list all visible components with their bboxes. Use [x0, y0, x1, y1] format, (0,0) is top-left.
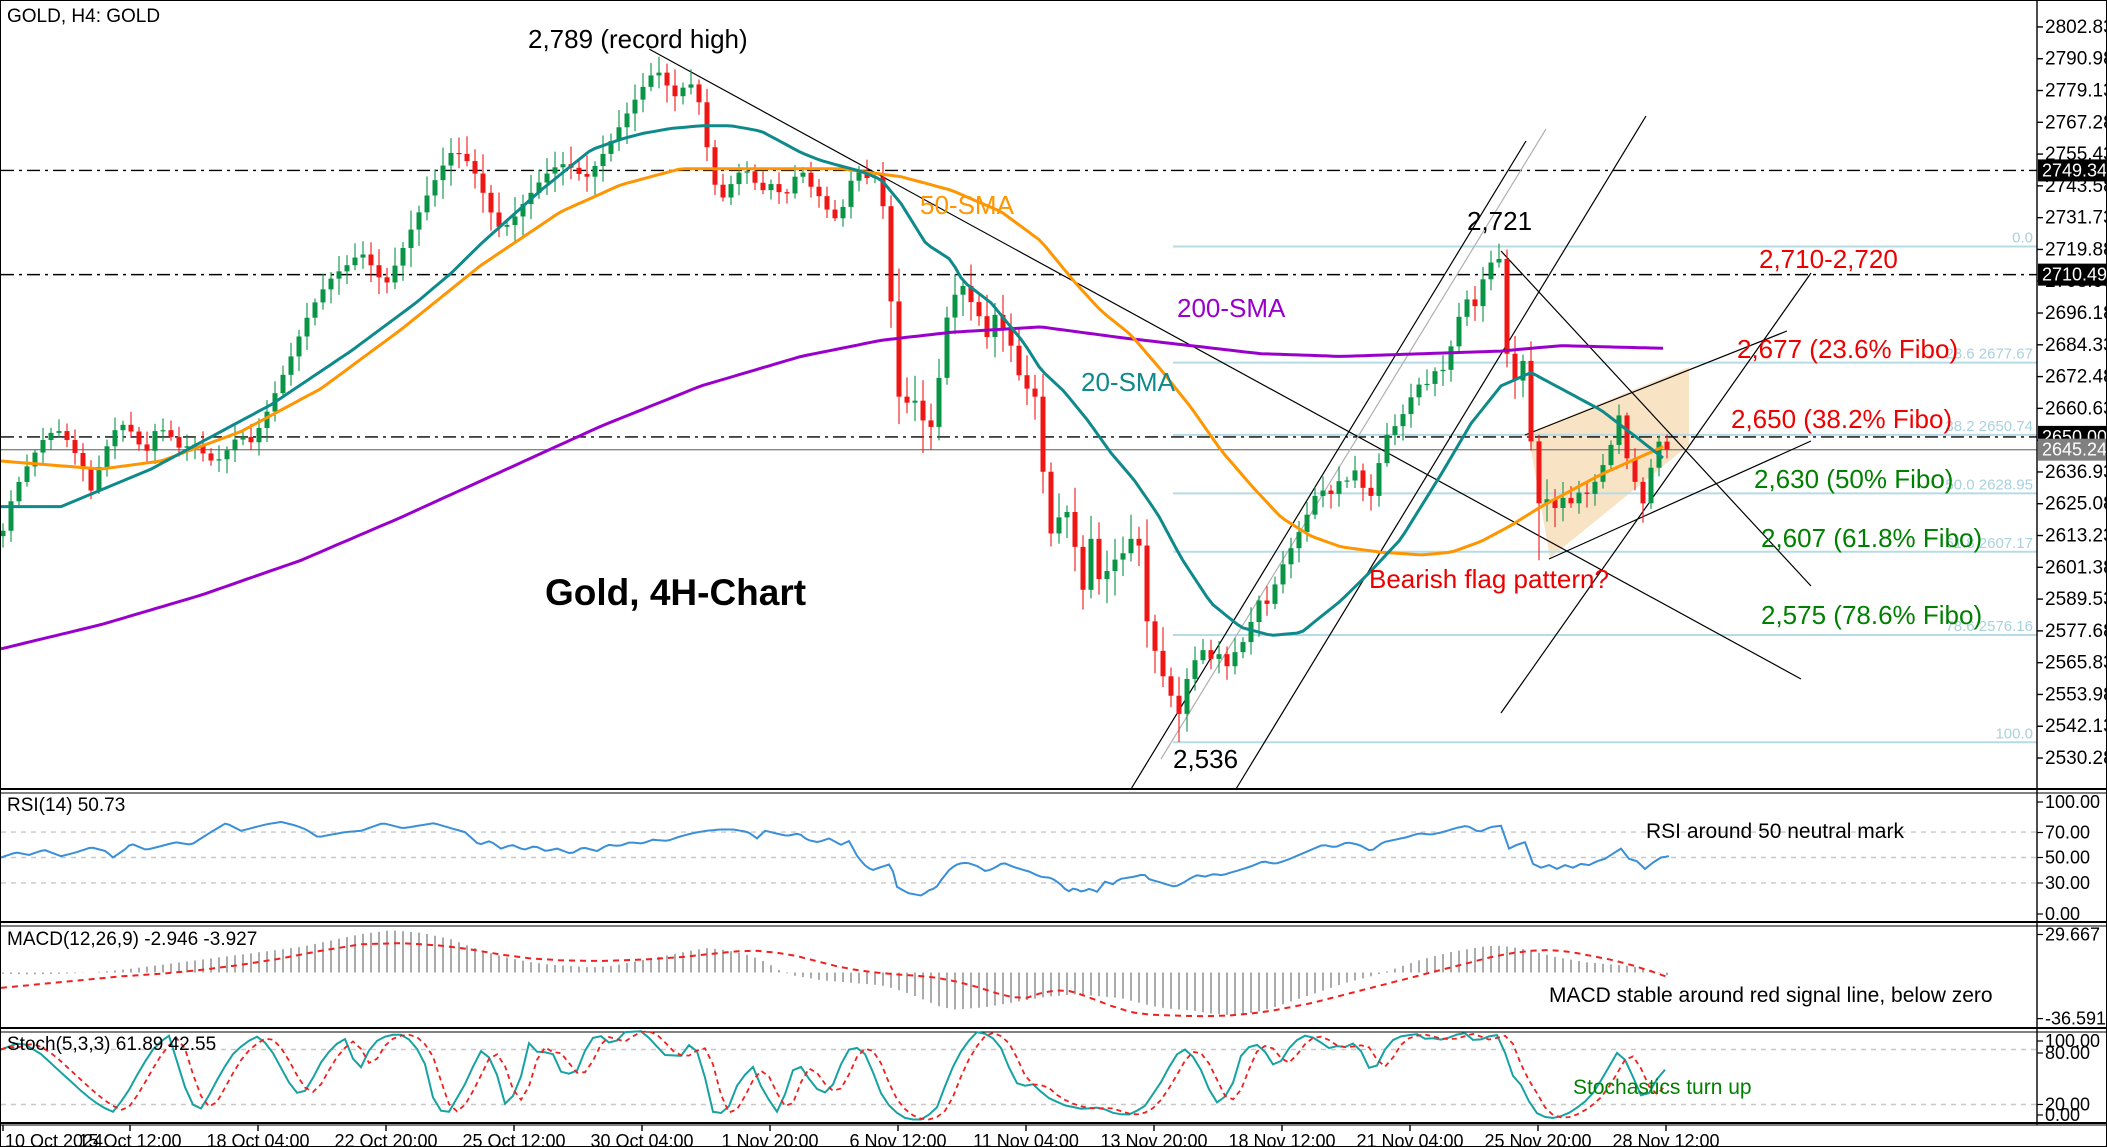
svg-text:2696.18: 2696.18	[2045, 303, 2107, 324]
svg-text:2710.49: 2710.49	[2042, 265, 2107, 285]
svg-text:100.0: 100.0	[1995, 725, 2033, 742]
svg-text:10 Oct 2024: 10 Oct 2024	[5, 1131, 103, 1147]
chart-title: GOLD, H4: GOLD	[7, 6, 161, 27]
sma-20-line	[1, 124, 1664, 637]
svg-text:-36.591: -36.591	[2045, 1009, 2106, 1029]
pane-separators	[1, 1, 2106, 1126]
annotation-zone-2710-2720: 2,710-2,720	[1759, 244, 1898, 274]
svg-text:28 Nov 12:00: 28 Nov 12:00	[1612, 1131, 1719, 1147]
fibonacci-retracement: 0.0 23.6 2677.67 38.2 2650.74 50.0 2628.95 6…	[1173, 229, 2037, 744]
svg-text:2802.83: 2802.83	[2045, 17, 2107, 38]
annotation-sma20-label: 20-SMA	[1081, 367, 1176, 397]
rsi-annotation: RSI around 50 neutral mark	[1646, 820, 1904, 843]
svg-text:61.8 2607.17: 61.8 2607.17	[1945, 535, 2033, 552]
svg-text:38.2 2650.74: 38.2 2650.74	[1945, 418, 2033, 435]
annotation-fibo-50: 2,630 (50% Fibo)	[1754, 464, 1953, 494]
svg-text:78.6 2576.16: 78.6 2576.16	[1945, 618, 2033, 635]
candles-layer	[1, 56, 1670, 743]
svg-text:29.667: 29.667	[2045, 925, 2100, 945]
chart-watermark: Gold, 4H-Chart	[545, 572, 807, 613]
svg-text:2589.53: 2589.53	[2045, 589, 2107, 610]
svg-text:2672.48: 2672.48	[2045, 367, 2107, 388]
svg-text:0.00: 0.00	[2045, 904, 2080, 924]
svg-text:30 Oct 04:00: 30 Oct 04:00	[590, 1131, 693, 1147]
svg-text:25 Oct 12:00: 25 Oct 12:00	[462, 1131, 565, 1147]
svg-text:2601.38: 2601.38	[2045, 557, 2107, 578]
svg-text:2660.63: 2660.63	[2045, 398, 2107, 419]
svg-text:30.00: 30.00	[2045, 873, 2090, 893]
svg-text:15 Oct 12:00: 15 Oct 12:00	[78, 1131, 181, 1147]
svg-text:22 Oct 20:00: 22 Oct 20:00	[334, 1131, 437, 1147]
svg-text:18 Oct 04:00: 18 Oct 04:00	[206, 1131, 309, 1147]
sma-200-line	[1, 325, 1664, 651]
svg-text:18 Nov 12:00: 18 Nov 12:00	[1228, 1131, 1335, 1147]
svg-text:0.0: 0.0	[2012, 229, 2033, 246]
svg-text:0.00: 0.00	[2045, 1105, 2080, 1125]
price-axis[interactable]: 2802.832790.982779.132767.282755.432743.…	[2037, 17, 2107, 769]
macd-pane: 29.667 -36.591	[1, 925, 2106, 1029]
annotation-record-high: 2,789 (record high)	[528, 24, 748, 54]
rsi-indicator-label: RSI(14) 50.73	[7, 795, 126, 816]
macd-indicator-label: MACD(12,26,9) -2.946 -3.927	[7, 929, 258, 950]
annotation-fibo-236: 2,677 (23.6% Fibo)	[1737, 334, 1958, 364]
annotation-sma200-label: 200-SMA	[1177, 293, 1286, 323]
annotation-fibo-618: 2,607 (61.8% Fibo)	[1761, 523, 1982, 553]
svg-text:50.0 2628.95: 50.0 2628.95	[1945, 476, 2033, 493]
svg-text:2767.28: 2767.28	[2045, 112, 2107, 133]
svg-text:2790.98: 2790.98	[2045, 49, 2107, 70]
svg-text:2565.83: 2565.83	[2045, 653, 2107, 674]
annotation-bearish-flag: Bearish flag pattern?	[1369, 564, 1609, 594]
svg-text:2636.93: 2636.93	[2045, 462, 2107, 483]
chart-annotations: 2,789 (record high) 2,721 2,536 50-SMA 200-S…	[528, 24, 1982, 774]
svg-text:2613.23: 2613.23	[2045, 526, 2107, 547]
stoch-annotation: Stochastics turn up	[1573, 1076, 1752, 1099]
svg-text:25 Nov 20:00: 25 Nov 20:00	[1484, 1131, 1591, 1147]
annotation-fibo-786: 2,575 (78.6% Fibo)	[1761, 600, 1982, 630]
rsi-pane: 100.00 70.00 50.00 30.00 0.00	[1, 792, 2100, 924]
svg-text:2779.13: 2779.13	[2045, 81, 2107, 102]
svg-text:2577.68: 2577.68	[2045, 621, 2107, 642]
annotation-fibo-382: 2,650 (38.2% Fibo)	[1731, 404, 1952, 434]
svg-text:2731.73: 2731.73	[2045, 208, 2107, 229]
svg-text:2719.88: 2719.88	[2045, 239, 2107, 260]
svg-text:2749.34: 2749.34	[2042, 160, 2107, 180]
annotation-low-2536: 2,536	[1173, 744, 1238, 774]
svg-text:21 Nov 04:00: 21 Nov 04:00	[1356, 1131, 1463, 1147]
svg-text:2530.28: 2530.28	[2045, 748, 2107, 769]
svg-text:70.00: 70.00	[2045, 823, 2090, 843]
svg-text:2625.08: 2625.08	[2045, 494, 2107, 515]
svg-text:100.00: 100.00	[2045, 792, 2100, 812]
annotation-sma50-label: 50-SMA	[920, 190, 1015, 220]
trendlines	[648, 48, 1812, 790]
svg-text:1 Nov 20:00: 1 Nov 20:00	[721, 1131, 818, 1147]
svg-text:20.00: 20.00	[2045, 1095, 2090, 1115]
svg-text:13 Nov 20:00: 13 Nov 20:00	[1100, 1131, 1207, 1147]
macd-annotation: MACD stable around red signal line, belo…	[1549, 984, 1993, 1007]
svg-text:11 Nov 04:00: 11 Nov 04:00	[973, 1131, 1079, 1147]
sma-50-line	[1, 167, 1664, 557]
annotation-peak-2721: 2,721	[1467, 206, 1532, 236]
svg-text:6 Nov 12:00: 6 Nov 12:00	[849, 1131, 946, 1147]
svg-text:23.6 2677.67: 23.6 2677.67	[1945, 346, 2033, 363]
svg-text:2645.24: 2645.24	[2042, 440, 2107, 460]
svg-text:100.00: 100.00	[2045, 1031, 2100, 1051]
svg-text:2553.98: 2553.98	[2045, 684, 2107, 705]
svg-text:50.00: 50.00	[2045, 848, 2090, 868]
stoch-indicator-label: Stoch(5,3,3) 61.89 42.55	[7, 1034, 217, 1055]
svg-text:2684.33: 2684.33	[2045, 335, 2107, 356]
svg-text:80.00: 80.00	[2045, 1043, 2090, 1063]
svg-text:2542.13: 2542.13	[2045, 716, 2107, 737]
